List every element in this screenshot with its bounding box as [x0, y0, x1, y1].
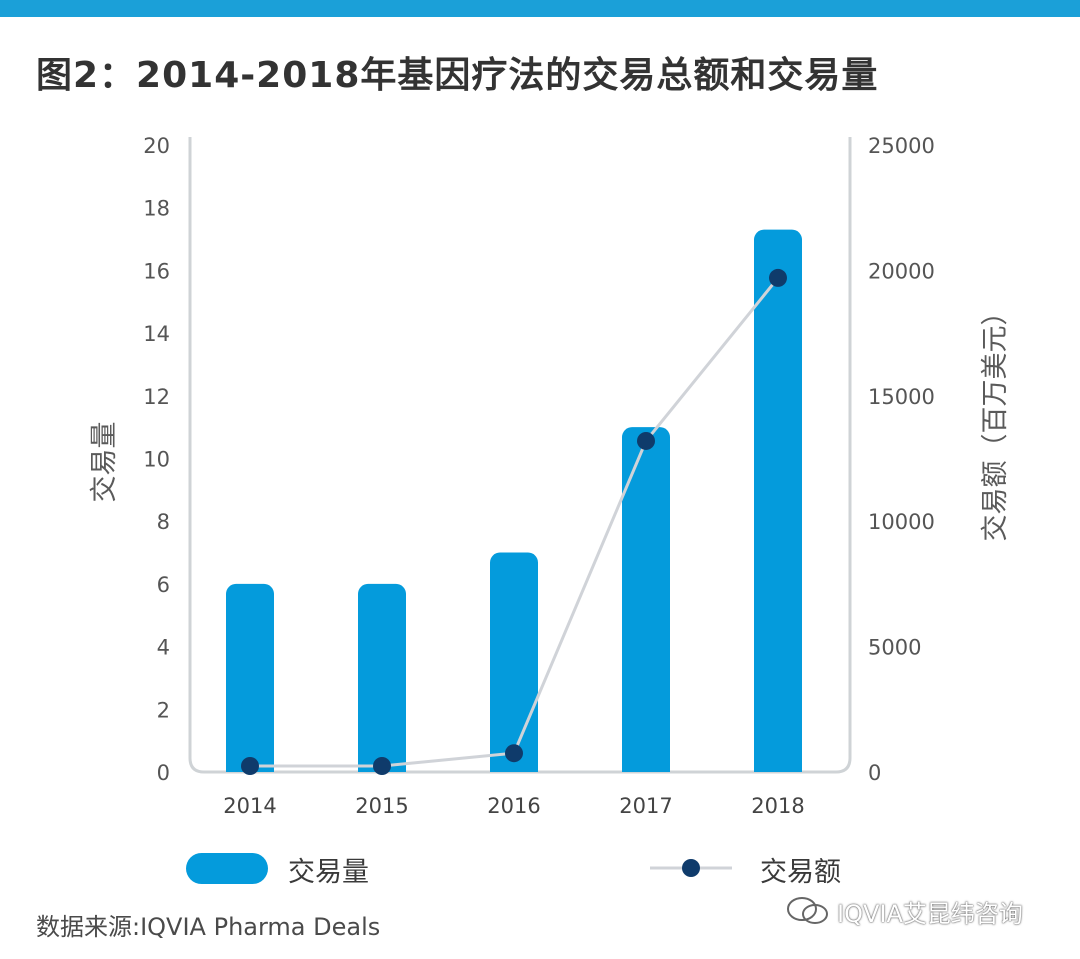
- line-series: [241, 268, 787, 775]
- legend-line-swatch: [650, 859, 732, 877]
- bar: [226, 583, 274, 772]
- right-axis-ticks: 0 5000 10000 15000 20000 25000: [868, 134, 935, 785]
- left-tick-label: 20: [143, 134, 170, 158]
- left-tick-label: 16: [143, 259, 170, 283]
- x-tick-label: 2015: [355, 794, 408, 818]
- right-tick-label: 15000: [868, 385, 935, 409]
- left-tick-label: 2: [157, 698, 170, 722]
- right-tick-label: 5000: [868, 636, 921, 660]
- watermark: IQVIA艾昆纬咨询: [785, 893, 1023, 929]
- bar-base: [754, 760, 802, 772]
- line-point: [241, 757, 259, 775]
- left-tick-label: 8: [157, 510, 170, 534]
- line-point: [373, 757, 391, 775]
- left-tick-label: 10: [143, 448, 170, 472]
- left-axis-ticks: 0 2 4 6 8 10 12 14 16 18 20: [143, 134, 170, 785]
- right-tick-label: 10000: [868, 510, 935, 534]
- bar: [490, 552, 538, 772]
- left-tick-label: 0: [157, 761, 170, 785]
- left-tick-label: 14: [143, 322, 170, 346]
- wechat-icon: [787, 897, 828, 924]
- left-tick-label: 6: [157, 573, 170, 597]
- x-tick-label: 2016: [487, 794, 540, 818]
- right-tick-label: 25000: [868, 134, 935, 158]
- legend-line-label: 交易额: [760, 857, 841, 888]
- line-point: [769, 268, 787, 287]
- bar: [358, 583, 406, 772]
- line-point: [505, 744, 523, 763]
- x-axis-ticks: 2014 2015 2016 2017 2018: [223, 794, 804, 818]
- x-tick-label: 2014: [223, 794, 276, 818]
- legend-bar-swatch: [186, 853, 268, 884]
- source-note: 数据来源:IQVIA Pharma Deals: [36, 913, 381, 941]
- bar-base: [622, 760, 670, 772]
- x-tick-label: 2017: [619, 794, 672, 818]
- line-point: [637, 431, 655, 450]
- x-tick-label: 2018: [751, 794, 804, 818]
- bar: [754, 229, 802, 772]
- left-tick-label: 18: [143, 197, 170, 221]
- right-axis-label: 交易额（百万美元）: [980, 299, 1011, 542]
- bar-base: [490, 760, 538, 772]
- bar-series: [226, 229, 802, 772]
- left-tick-label: 12: [143, 385, 170, 409]
- chart-title: 图2：2014-2018年基因疗法的交易总额和交易量: [36, 55, 879, 96]
- left-axis-label: 交易量: [89, 422, 120, 503]
- bar: [622, 427, 670, 772]
- left-tick-label: 4: [157, 636, 170, 660]
- right-tick-label: 0: [868, 761, 881, 785]
- top-accent-bar: [0, 0, 1080, 17]
- right-tick-label: 20000: [868, 259, 935, 283]
- watermark-text: IQVIA艾昆纬咨询: [837, 899, 1023, 928]
- legend-bar-label: 交易量: [288, 857, 369, 888]
